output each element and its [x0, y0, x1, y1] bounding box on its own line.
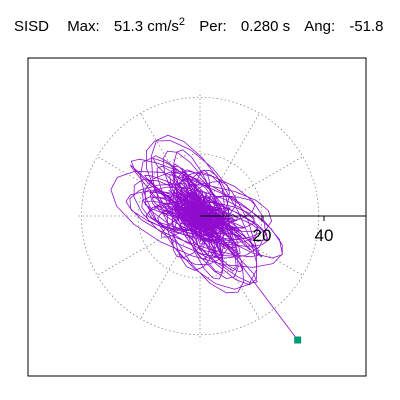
angle-label: Ang:	[304, 18, 336, 35]
station-code: SISD	[14, 18, 50, 35]
radial-tick-label: 40	[315, 226, 334, 245]
angle-value: -51.8	[349, 18, 384, 35]
radial-tick-label: 20	[253, 226, 272, 245]
max-unit-exponent: 2	[178, 16, 186, 28]
trace-path	[110, 134, 298, 341]
max-value: 51.3	[113, 18, 144, 35]
chart-title: SISD Max: 51.3 cm/s2 Per: 0.280 s Ang: -…	[14, 17, 384, 37]
motion-trace	[110, 134, 298, 341]
max-label: Max:	[67, 18, 100, 35]
radial-axis: 20 40	[200, 215, 366, 245]
max-unit: cm/s2	[147, 16, 186, 36]
endpoint-marker	[294, 336, 302, 344]
endpoint-marks	[294, 336, 302, 344]
plot-frame	[27, 57, 367, 377]
period-label: Per:	[199, 18, 227, 35]
period-value: 0.280 s	[240, 18, 291, 35]
